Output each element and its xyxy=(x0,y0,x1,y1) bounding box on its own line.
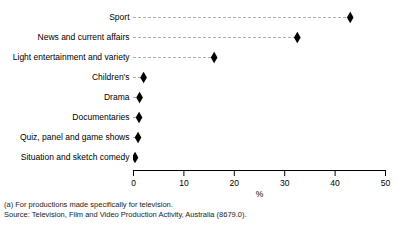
svg-text:Light entertainment and variet: Light entertainment and variety xyxy=(13,52,130,62)
svg-text:News and current affairs: News and current affairs xyxy=(38,32,130,42)
html-text:(a) For productions made speci: (a) For productions made specifically fo… xyxy=(4,200,173,209)
svg-text:Documentaries: Documentaries xyxy=(72,112,129,122)
html-text:Source: Television, Film and V: Source: Television, Film and Video Produ… xyxy=(4,210,247,219)
svg-text:10: 10 xyxy=(179,178,189,188)
svg-text:20: 20 xyxy=(230,178,240,188)
svg-text:Sport: Sport xyxy=(109,12,130,22)
svg-text:Situation and sketch comedy: Situation and sketch comedy xyxy=(21,152,130,162)
svg-text:0: 0 xyxy=(131,178,136,188)
svg-text:40: 40 xyxy=(330,178,340,188)
svg-text:Children's: Children's xyxy=(92,72,130,82)
svg-text:50: 50 xyxy=(381,178,391,188)
svg-text:%: % xyxy=(256,189,264,199)
svg-text:30: 30 xyxy=(280,178,290,188)
svg-text:Drama: Drama xyxy=(104,92,130,102)
svg-text:Quiz, panel and game shows: Quiz, panel and game shows xyxy=(20,132,130,142)
